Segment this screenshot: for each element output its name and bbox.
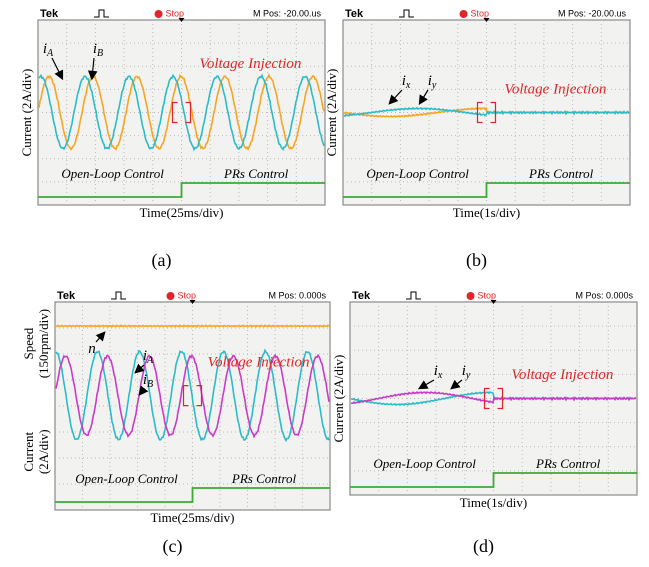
scope-brand: Tek xyxy=(57,290,76,302)
mode-label: Open-Loop Control xyxy=(61,166,164,181)
panel-caption: (c) xyxy=(163,536,183,557)
mode-label: Open-Loop Control xyxy=(366,166,469,181)
y-axis-label: Speed xyxy=(21,327,36,359)
signal-subscript: B xyxy=(97,48,103,59)
mode-label: PRs Control xyxy=(231,471,297,486)
y-axis-label: Current (2A/div) xyxy=(19,69,34,157)
signal-subscript: A xyxy=(146,355,154,366)
signal-label: n xyxy=(88,341,96,357)
scope-position: M Pos: 0.000s xyxy=(575,290,633,300)
mode-label: PRs Control xyxy=(223,166,289,181)
panel-caption: (b) xyxy=(466,250,487,271)
scope-brand: Tek xyxy=(345,8,364,20)
mode-label: Open-Loop Control xyxy=(75,471,178,486)
stop-dot xyxy=(467,292,475,300)
mode-label: PRs Control xyxy=(535,456,601,471)
scope-status: Stop xyxy=(166,8,185,18)
stop-dot xyxy=(155,10,163,18)
scope-panel: Tek Stop M Pos: -20.00.us Voltage Injection… xyxy=(324,7,630,271)
mode-label: PRs Control xyxy=(528,166,594,181)
scope-status: Stop xyxy=(478,290,497,300)
x-axis-label: Time(25ms/div) xyxy=(139,205,223,220)
signal-subscript: A xyxy=(46,48,54,59)
scope-panel: Tek Stop M Pos: -20.00.us Voltage Injection… xyxy=(19,7,325,271)
x-axis-label: Time(1s/div) xyxy=(460,495,527,510)
scope-brand: Tek xyxy=(40,8,59,20)
injection-label: Voltage Injection xyxy=(504,82,606,98)
panel-caption: (a) xyxy=(152,250,172,271)
signal-subscript: B xyxy=(147,379,153,390)
signal-subscript: x xyxy=(437,370,443,381)
scope-status: Stop xyxy=(178,290,197,300)
signal-subscript: y xyxy=(431,80,437,91)
stop-dot xyxy=(460,10,468,18)
scope-panel: Tek Stop M Pos: 0.000s Voltage Injection Ope… xyxy=(21,289,330,557)
injection-label: Voltage Injection xyxy=(511,367,613,383)
y-axis-label: Current (2A/div) xyxy=(331,355,346,443)
injection-label: Voltage Injection xyxy=(207,354,309,370)
figure: Tek Stop M Pos: -20.00.us Voltage Injection… xyxy=(0,0,649,567)
waveform xyxy=(56,325,329,326)
stop-dot xyxy=(167,292,175,300)
scope-brand: Tek xyxy=(352,290,371,302)
y-axis-label: (2A/div) xyxy=(36,429,51,474)
signal-subscript: y xyxy=(465,370,471,381)
scope-status: Stop xyxy=(471,8,490,18)
y-axis-label: Current xyxy=(21,432,36,472)
panel-caption: (d) xyxy=(473,536,494,557)
y-axis-label: Current (2A/div) xyxy=(324,69,339,157)
scope-position: M Pos: -20.00.us xyxy=(253,8,322,18)
x-axis-label: Time(25ms/div) xyxy=(150,510,234,525)
x-axis-label: Time(1s/div) xyxy=(453,205,520,220)
scope-position: M Pos: -20.00.us xyxy=(558,8,627,18)
mode-label: Open-Loop Control xyxy=(373,456,476,471)
signal-subscript: x xyxy=(405,80,411,91)
y-axis-label: (150rpm/div) xyxy=(36,309,51,378)
injection-label: Voltage Injection xyxy=(199,56,301,72)
scope-panel: Tek Stop M Pos: 0.000s Voltage Injection Ope… xyxy=(331,289,637,557)
scope-position: M Pos: 0.000s xyxy=(268,290,326,300)
signal-symbol: n xyxy=(88,341,96,357)
